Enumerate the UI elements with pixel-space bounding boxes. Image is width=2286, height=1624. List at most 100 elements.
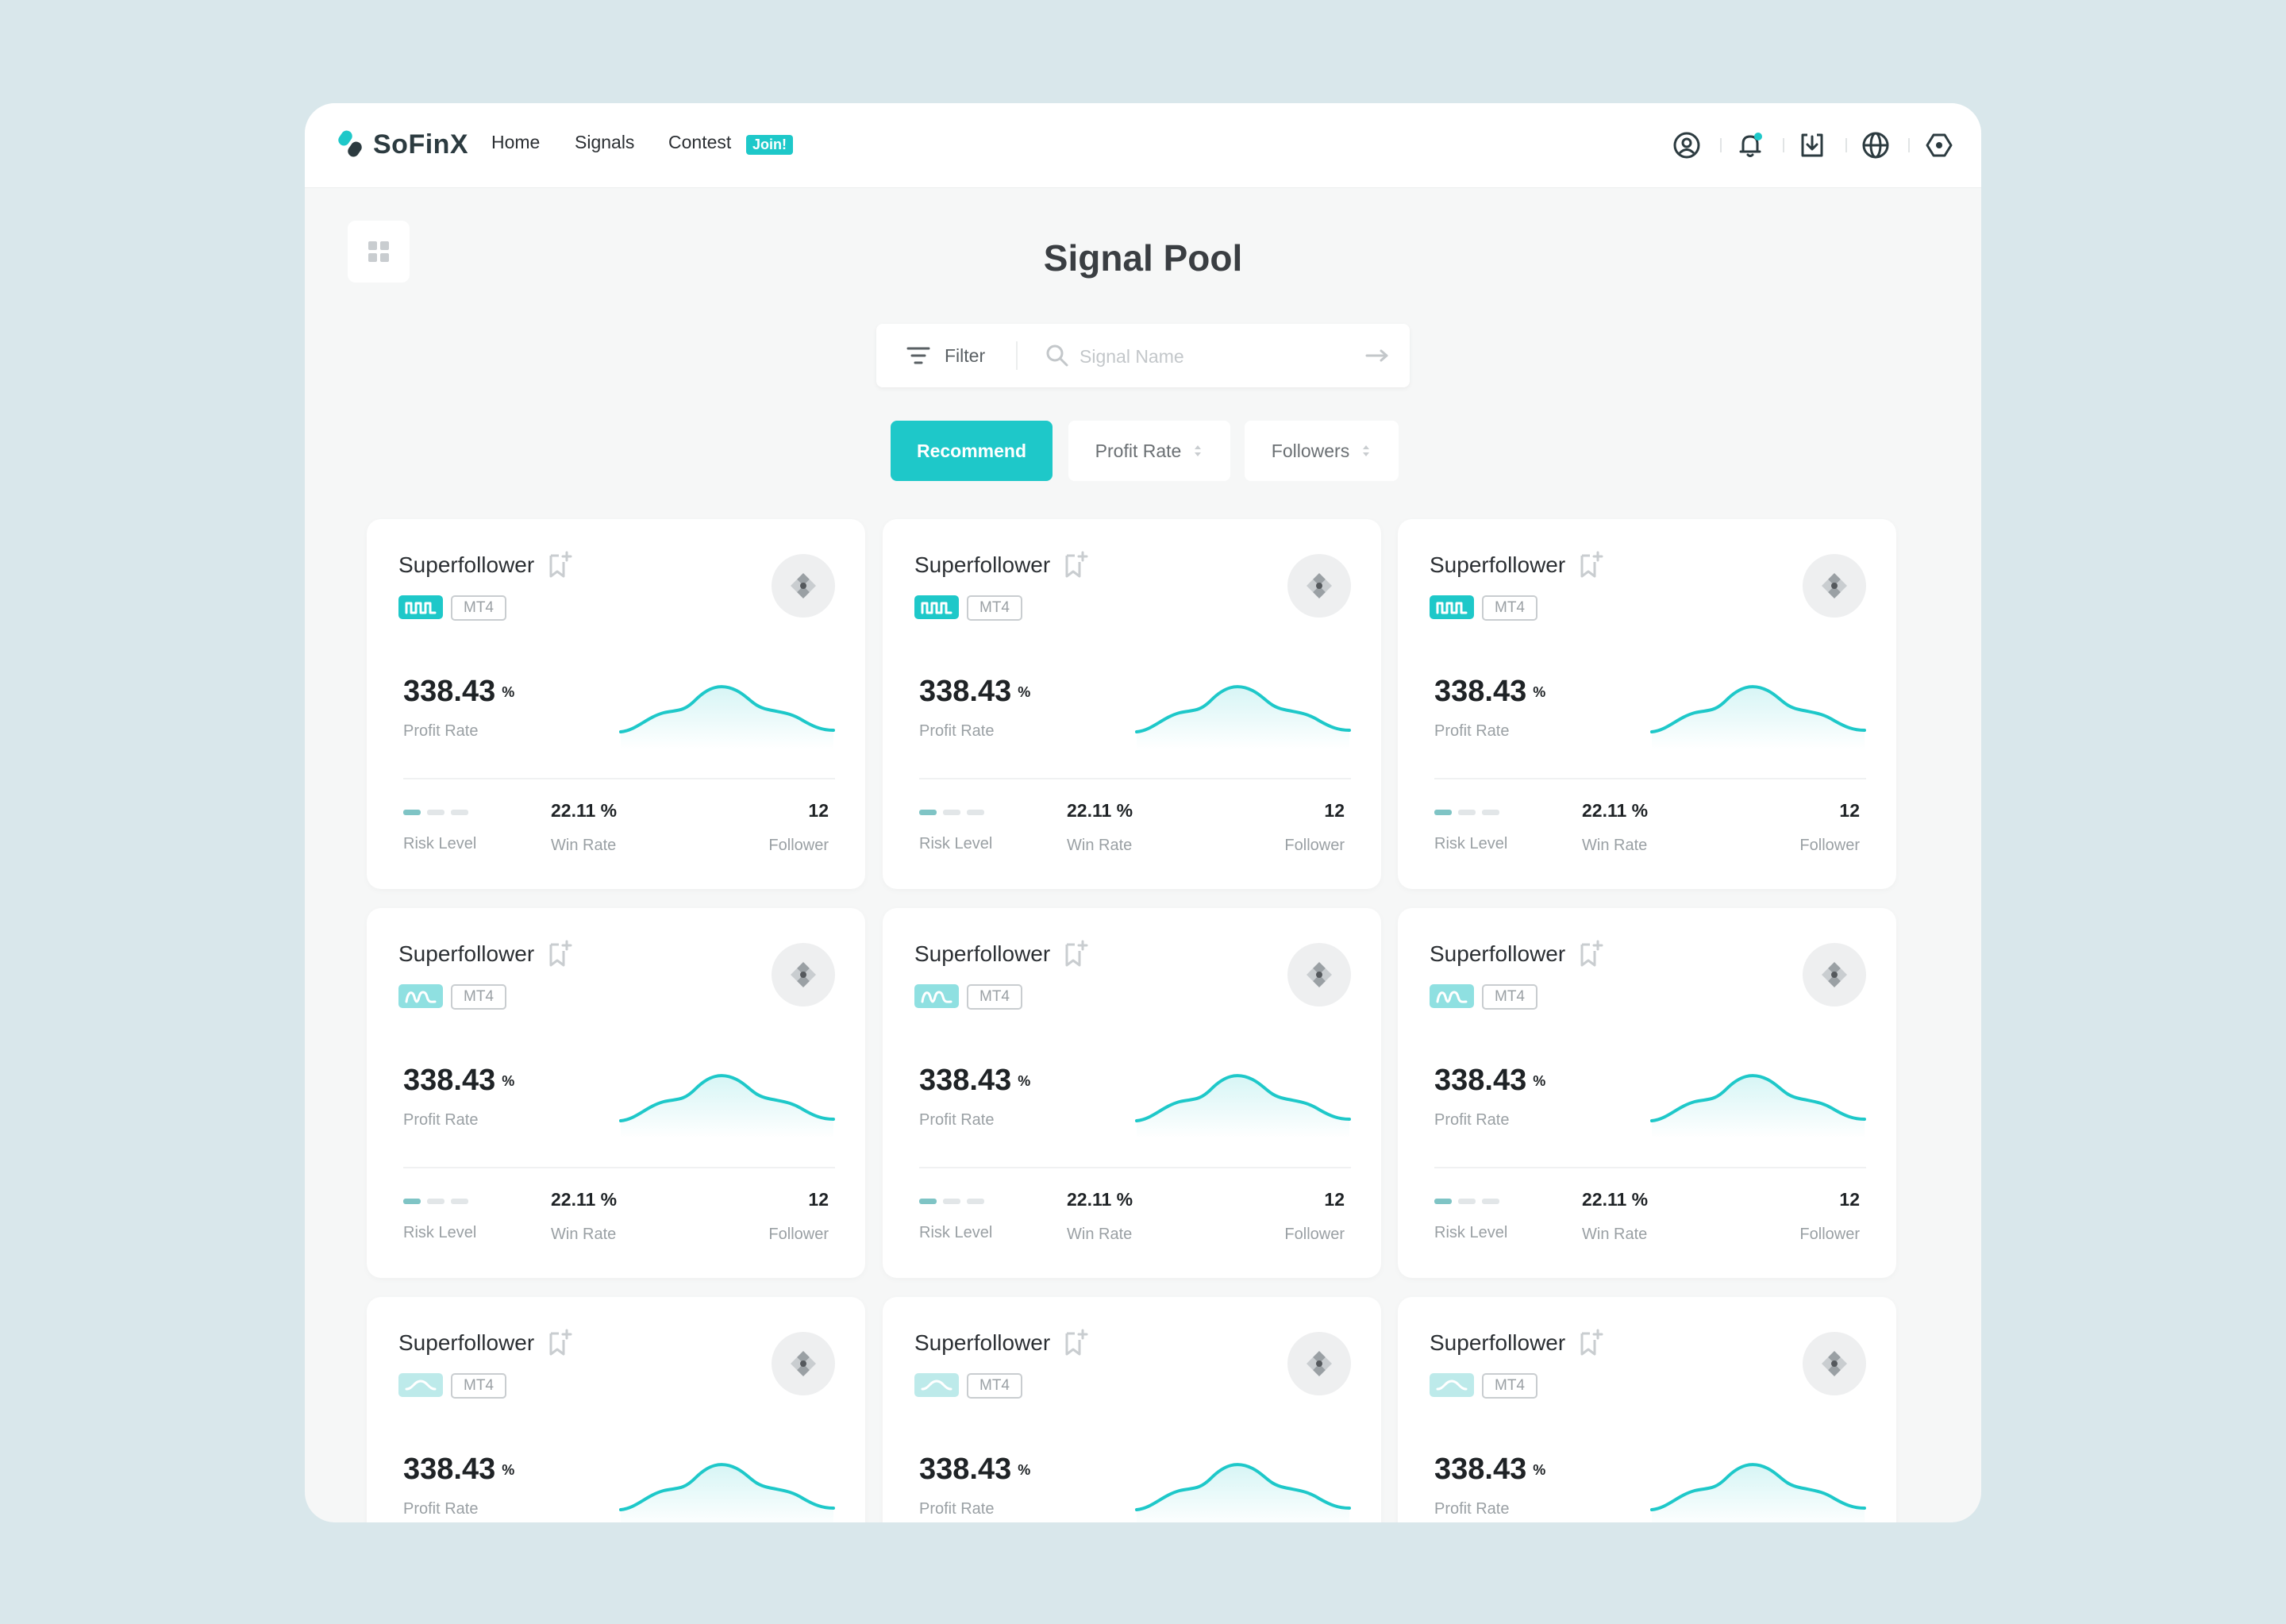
brand-logo[interactable]: SoFinX: [335, 127, 468, 162]
signal-name[interactable]: Superfollower: [914, 552, 1051, 577]
bookmark-add-icon[interactable]: [1579, 940, 1604, 968]
sort-recommend-button[interactable]: Recommend: [891, 421, 1053, 481]
strategy-wave-badge: [914, 1373, 959, 1397]
signal-card[interactable]: Superfollower MT4 338.43% Profit Rat: [1398, 908, 1896, 1278]
signal-card[interactable]: Superfollower MT4 338.43% Profit Rat: [883, 908, 1381, 1278]
signal-card[interactable]: Superfollower MT4 338.43% Profit Rat: [367, 519, 865, 889]
bookmark-add-icon[interactable]: [548, 1329, 573, 1357]
bookmark-add-icon[interactable]: [1064, 940, 1089, 968]
signal-avatar: [772, 943, 835, 1006]
grid-view-button[interactable]: [348, 221, 410, 283]
card-divider: [1434, 778, 1866, 779]
profit-rate-label: Profit Rate: [1434, 722, 1510, 740]
risk-level-label: Risk Level: [919, 835, 993, 852]
follower-label: Follower: [768, 1226, 829, 1243]
nav-contest[interactable]: Contest: [668, 132, 732, 152]
profit-sparkline: [619, 685, 835, 749]
follower-label: Follower: [1799, 837, 1860, 854]
filter-button[interactable]: Filter: [945, 345, 986, 366]
signal-name-input[interactable]: [1078, 340, 1343, 373]
nav-signals[interactable]: Signals: [575, 132, 635, 152]
avatar-icon: [791, 962, 816, 987]
signal-card[interactable]: Superfollower MT4 338.43% Profit Rat: [883, 519, 1381, 889]
arrow-right-icon[interactable]: [1365, 346, 1389, 365]
win-rate-value: 22.11 %: [1067, 1189, 1133, 1210]
user-circle-icon[interactable]: [1672, 130, 1702, 160]
nav-divider: [1783, 138, 1784, 152]
platform-badge: MT4: [967, 595, 1022, 621]
follower-count: 12: [808, 1189, 829, 1210]
signal-name[interactable]: Superfollower: [914, 1330, 1051, 1355]
profit-rate-label: Profit Rate: [1434, 1500, 1510, 1518]
platform-badge: MT4: [1482, 1373, 1537, 1399]
contest-join-badge[interactable]: Join!: [746, 135, 793, 155]
avatar-icon: [1307, 1351, 1332, 1376]
signal-name[interactable]: Superfollower: [914, 941, 1051, 966]
platform-badge: MT4: [967, 1373, 1022, 1399]
bookmark-add-icon[interactable]: [548, 551, 573, 579]
risk-bar: [427, 810, 444, 815]
profit-rate-value: 338.43%: [403, 675, 515, 708]
bookmark-add-icon[interactable]: [548, 940, 573, 968]
follower-label: Follower: [1284, 1226, 1345, 1243]
profit-rate-value: 338.43%: [1434, 1064, 1546, 1097]
signal-avatar: [1287, 943, 1351, 1006]
risk-bar: [919, 810, 937, 815]
profit-sparkline: [619, 1074, 835, 1138]
wave-icon: [405, 602, 437, 614]
signal-card[interactable]: Superfollower MT4 338.43% Profit Rat: [367, 908, 865, 1278]
signal-card[interactable]: Superfollower MT4 338.43% Profit Rat: [1398, 1297, 1896, 1522]
settings-hexagon-icon[interactable]: [1924, 130, 1954, 160]
risk-bar: [919, 1199, 937, 1204]
globe-icon[interactable]: [1861, 130, 1891, 160]
profit-rate-label: Profit Rate: [919, 722, 995, 740]
bookmark-add-icon[interactable]: [1579, 551, 1604, 579]
filter-icon[interactable]: [906, 346, 930, 365]
signal-name[interactable]: Superfollower: [398, 1330, 535, 1355]
win-rate-value: 22.11 %: [1582, 1189, 1649, 1210]
bookmark-add-icon[interactable]: [1064, 1329, 1089, 1357]
profit-rate-label: Profit Rate: [403, 1500, 479, 1518]
follower-count: 12: [1324, 1189, 1345, 1210]
sort-followers-button[interactable]: Followers: [1245, 421, 1399, 481]
follower-count: 12: [1839, 1189, 1860, 1210]
card-divider: [919, 778, 1351, 779]
signal-avatar: [1287, 554, 1351, 618]
signal-name[interactable]: Superfollower: [398, 941, 535, 966]
risk-level-indicator: [1434, 810, 1499, 815]
profit-rate-value: 338.43%: [403, 1064, 515, 1097]
win-rate-label: Win Rate: [551, 1226, 617, 1243]
signal-name[interactable]: Superfollower: [398, 552, 535, 577]
platform-badge: MT4: [451, 595, 506, 621]
bookmark-add-icon[interactable]: [1064, 551, 1089, 579]
risk-bar: [403, 1199, 421, 1204]
card-divider: [403, 778, 835, 779]
signal-name[interactable]: Superfollower: [1430, 1330, 1566, 1355]
follower-count: 12: [1324, 800, 1345, 821]
signal-name[interactable]: Superfollower: [1430, 552, 1566, 577]
win-rate-value: 22.11 %: [1067, 800, 1133, 821]
signal-card[interactable]: Superfollower MT4 338.43% Profit Rat: [367, 1297, 865, 1522]
profit-sparkline: [1650, 685, 1866, 749]
strategy-wave-badge: [398, 595, 443, 619]
win-rate-value: 22.11 %: [551, 1189, 618, 1210]
win-rate-value: 22.11 %: [551, 800, 618, 821]
follower-label: Follower: [768, 837, 829, 854]
strategy-wave-badge: [1430, 984, 1474, 1008]
profit-rate-label: Profit Rate: [1434, 1111, 1510, 1129]
signal-name[interactable]: Superfollower: [1430, 941, 1566, 966]
nav-home[interactable]: Home: [491, 132, 541, 152]
platform-badge: MT4: [451, 1373, 506, 1399]
sort-profit-rate-button[interactable]: Profit Rate: [1068, 421, 1230, 481]
risk-level-indicator: [1434, 1199, 1499, 1204]
page-title: Signal Pool: [1043, 237, 1243, 279]
bookmark-add-icon[interactable]: [1579, 1329, 1604, 1357]
wave-icon: [921, 602, 952, 614]
download-icon[interactable]: [1797, 130, 1827, 160]
profit-sparkline: [1135, 1463, 1351, 1522]
signal-card[interactable]: Superfollower MT4 338.43% Profit Rat: [1398, 519, 1896, 889]
bell-icon[interactable]: [1735, 130, 1765, 160]
win-rate-value: 22.11 %: [1582, 800, 1649, 821]
signal-card[interactable]: Superfollower MT4 338.43% Profit Rat: [883, 1297, 1381, 1522]
risk-bar: [451, 810, 468, 815]
